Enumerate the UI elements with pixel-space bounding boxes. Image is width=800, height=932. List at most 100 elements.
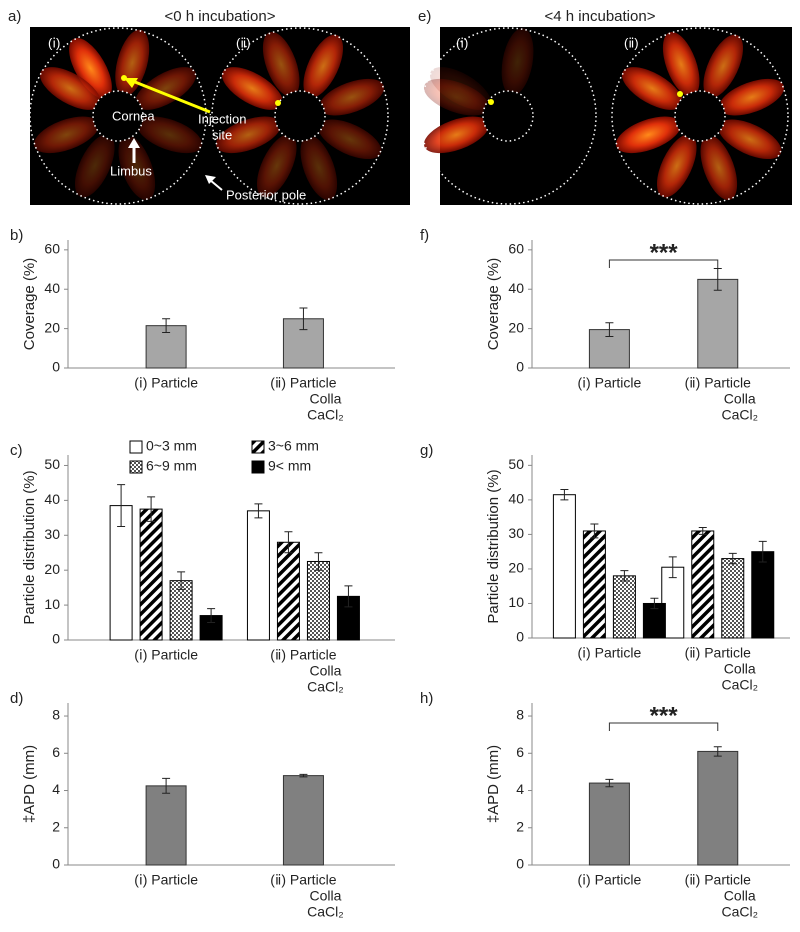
bar [552, 494, 576, 639]
arrow-head [128, 138, 140, 148]
y-tick-label: 0 [52, 631, 60, 647]
petal [501, 28, 534, 96]
outer-circle [611, 27, 789, 205]
error-bar [728, 552, 737, 565]
x-tick-label: (ⅰ) Particle [578, 872, 642, 888]
legend-swatch [251, 460, 265, 474]
panel-label: b) [10, 227, 23, 244]
y-tick-label: 40 [44, 280, 60, 296]
arrow [209, 179, 223, 191]
arrow-head [124, 78, 138, 88]
inner-circle [92, 90, 144, 142]
injection-dot [488, 99, 494, 105]
error-bar [207, 608, 216, 624]
error-bar [668, 556, 677, 579]
inner-circle [674, 90, 726, 142]
x-tick-label: (ⅰ) Particle [134, 647, 198, 663]
panel-title: <0 h incubation> [165, 8, 276, 25]
significance-bracket [608, 259, 719, 268]
significance-label: *** [650, 702, 679, 729]
bar [145, 325, 187, 369]
y-tick-label: 6 [52, 744, 60, 760]
x-tick-label: CaCl₂ [721, 677, 758, 693]
error-bar [254, 503, 263, 519]
x-tick-label: Colla [724, 888, 756, 904]
petal [319, 78, 385, 116]
x-tick-label: (ⅱ) Particle [270, 375, 337, 391]
legend-label: 3~6 mm [268, 438, 319, 454]
outer-circle [419, 27, 597, 205]
x-tick-label: CaCl₂ [721, 904, 758, 920]
petal [423, 78, 489, 116]
bar [582, 530, 606, 639]
petal [33, 116, 99, 154]
y-tick-label: 8 [516, 707, 524, 723]
petal [221, 67, 283, 110]
bar [588, 782, 630, 866]
error-bar [299, 307, 308, 331]
petal [719, 78, 785, 116]
bar [721, 558, 745, 639]
arrow [129, 78, 211, 114]
image-e: (ⅰ) (ⅱ) [419, 27, 792, 205]
legend-label: 9< mm [268, 458, 311, 474]
y-tick-label: 10 [508, 594, 524, 610]
error-bar [162, 777, 171, 794]
y-tick-label: 50 [44, 456, 60, 472]
x-tick-label: (ⅱ) Particle [270, 647, 337, 663]
petal [615, 116, 681, 154]
x-tick-label: Colla [309, 391, 341, 407]
y-tick-label: 60 [508, 241, 524, 257]
petal [135, 67, 197, 110]
petal [300, 135, 338, 201]
y-tick-label: 0 [516, 629, 524, 645]
petal [423, 116, 489, 154]
y-tick-label: 6 [516, 744, 524, 760]
x-tick-label: CaCl₂ [307, 407, 344, 423]
bar [306, 560, 330, 641]
y-tick-label: 60 [44, 241, 60, 257]
error-bar [590, 523, 599, 539]
panel-title: <4 h incubation> [545, 8, 656, 25]
y-tick-label: 40 [44, 491, 60, 507]
bar [697, 278, 739, 369]
y-tick-label: 10 [44, 596, 60, 612]
petal [118, 135, 156, 201]
x-tick-label: (ⅱ) Particle [685, 645, 752, 661]
y-axis-label: ‡APD (mm) [485, 745, 502, 823]
legend-label: 0~3 mm [146, 438, 197, 454]
panel-label: c) [10, 442, 23, 459]
bar [246, 510, 270, 641]
x-tick-label: CaCl₂ [721, 407, 758, 423]
petal [74, 134, 115, 198]
arrow-head [205, 175, 216, 184]
bar [691, 530, 715, 639]
bar [276, 541, 300, 641]
y-tick-label: 20 [508, 560, 524, 576]
image-label: site [212, 127, 232, 142]
bar [612, 575, 636, 639]
petal [69, 37, 112, 99]
y-tick-label: 4 [52, 781, 60, 797]
error-bar [560, 489, 569, 501]
y-tick-label: 2 [516, 818, 524, 834]
image-label: Injection [198, 111, 246, 126]
legend-swatch [251, 440, 265, 454]
error-bar [117, 484, 126, 528]
x-tick-label: (ⅰ) Particle [578, 645, 642, 661]
y-tick-label: 30 [44, 526, 60, 542]
petal [215, 116, 281, 154]
error-bar [299, 773, 308, 778]
error-bar [713, 746, 722, 757]
x-tick-label: CaCl₂ [307, 679, 344, 695]
bar [282, 775, 324, 866]
outer-circle [29, 27, 207, 205]
error-bar [314, 552, 323, 571]
panel-label: g) [420, 442, 433, 459]
y-tick-label: 40 [508, 280, 524, 296]
y-tick-label: 0 [516, 359, 524, 375]
error-bar [605, 322, 614, 337]
significance-bracket [608, 722, 719, 731]
image-label: Posterior pole [226, 187, 306, 202]
